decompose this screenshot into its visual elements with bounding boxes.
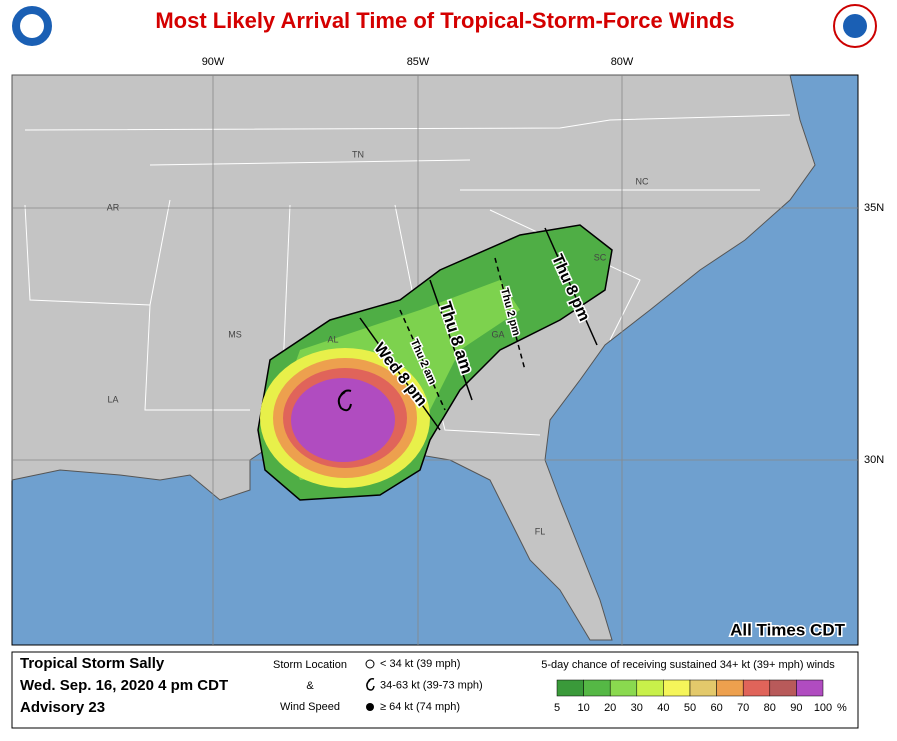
scale-box (716, 679, 744, 697)
scale-tick: 50 (684, 702, 696, 714)
symbol-legend-title: Storm Location (273, 659, 347, 671)
scale-tick: 100 (814, 702, 832, 714)
arrival-line (494, 257, 526, 371)
state-borders (24, 114, 791, 441)
scale-box (769, 679, 797, 697)
scale-tick: 30 (631, 702, 643, 714)
longitude-label: 80W (611, 56, 634, 68)
storm-info: Advisory 23 (20, 699, 105, 716)
swath-purple (291, 378, 395, 462)
storm-info: Tropical Storm Sally (20, 655, 165, 672)
noaa-logo-inner (20, 14, 44, 38)
state-label: SC (594, 252, 607, 262)
scale-box (796, 679, 824, 697)
state-label: LA (107, 394, 118, 404)
symbol-weak (365, 659, 375, 669)
arrival-line (359, 317, 441, 431)
latitude-label: 35N (864, 202, 884, 214)
state-label: GA (491, 329, 504, 339)
arrival-line (429, 279, 473, 401)
symbol-legend-item: ≥ 64 kt (74 mph) (380, 701, 460, 713)
arrival-line (399, 309, 446, 411)
scale-box (636, 679, 664, 697)
scale-box (556, 679, 584, 697)
scale-unit: % (837, 702, 847, 714)
scale-tick: 80 (764, 702, 776, 714)
state-label: AL (327, 334, 338, 344)
latitude-label: 30N (864, 454, 884, 466)
scale-tick: 40 (657, 702, 669, 714)
arrival-line (544, 227, 598, 346)
scale-box (609, 679, 638, 697)
longitude-label: 90W (202, 56, 225, 68)
symbol-legend-item: < 34 kt (39 mph) (380, 658, 460, 670)
state-label: TN (352, 149, 364, 159)
state-label: NC (636, 176, 649, 186)
symbol-legend-item: 34-63 kt (39-73 mph) (380, 679, 483, 691)
state-label: MS (228, 329, 242, 339)
title: Most Likely Arrival Time of Tropical-Sto… (155, 8, 734, 33)
state-label: AR (107, 202, 120, 212)
scale-tick: 20 (604, 702, 616, 714)
scale-box (583, 679, 611, 697)
scale-box (689, 679, 717, 697)
scale-title: 5-day chance of receiving sustained 34+ … (541, 659, 835, 671)
symbol-legend-title: Wind Speed (280, 701, 340, 713)
time-note: All Times CDT (730, 620, 846, 639)
state-label: FL (535, 526, 546, 536)
scale-tick: 60 (710, 702, 722, 714)
longitude-label: 85W (407, 56, 430, 68)
map (11, 74, 859, 646)
scale-box (663, 679, 691, 697)
scale-tick: 10 (577, 702, 589, 714)
scale-tick: 70 (737, 702, 749, 714)
symbol-legend-title: & (306, 680, 314, 692)
scale-tick: 90 (790, 702, 802, 714)
scale-box (742, 679, 771, 697)
nws-logo-inner (843, 14, 867, 38)
storm-symbol (337, 389, 352, 412)
symbol-hurricane (366, 703, 374, 711)
storm-info: Wed. Sep. 16, 2020 4 pm CDT (20, 677, 228, 694)
scale-tick: 5 (554, 702, 560, 714)
symbol-ts (366, 678, 375, 691)
